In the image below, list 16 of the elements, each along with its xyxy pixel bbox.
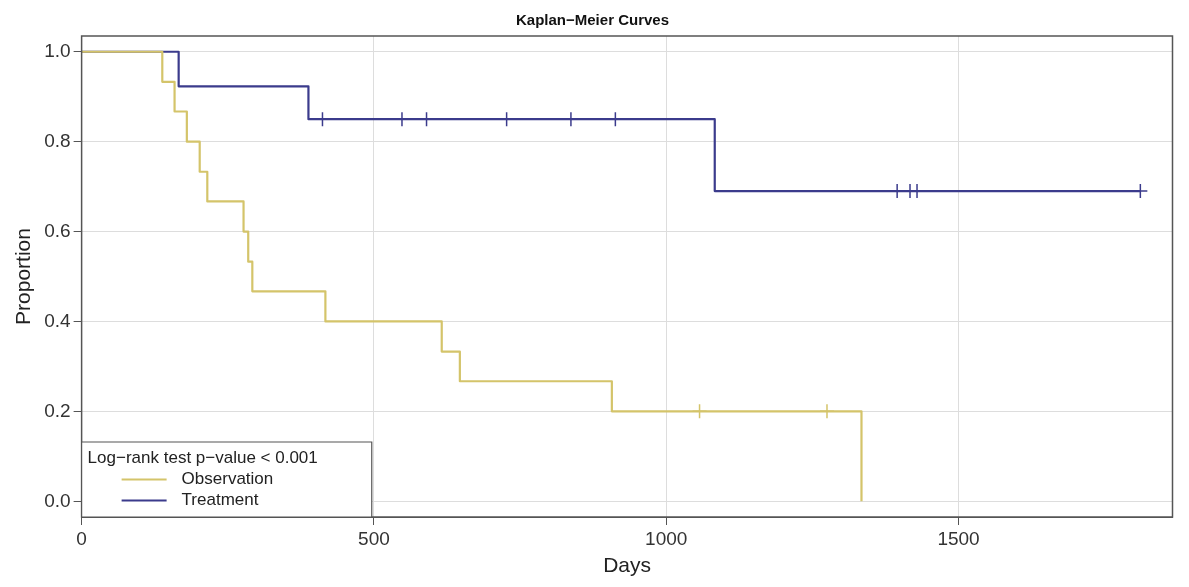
y-tick-label: 0.0 (44, 489, 71, 511)
x-axis-title: Days (603, 553, 651, 577)
x-tick-label: 500 (358, 527, 390, 549)
legend-label: Treatment (181, 490, 259, 510)
x-tick-label: 1000 (645, 527, 688, 549)
x-tick-label: 1500 (937, 527, 980, 549)
y-tick-label: 0.2 (44, 399, 71, 421)
y-tick-label: 0.4 (44, 309, 72, 331)
legend-title: Log−rank test p−value < 0.001 (87, 448, 318, 468)
y-tick-label: 0.8 (44, 129, 71, 151)
x-tick-label: 0 (76, 527, 87, 549)
y-tick-label: 0.6 (44, 219, 71, 241)
y-tick-label: 1.0 (44, 39, 71, 61)
legend-label: Observation (181, 469, 274, 489)
chart-title: Kaplan−Meier Curves (516, 11, 669, 29)
y-axis-title: Proportion (11, 228, 35, 325)
